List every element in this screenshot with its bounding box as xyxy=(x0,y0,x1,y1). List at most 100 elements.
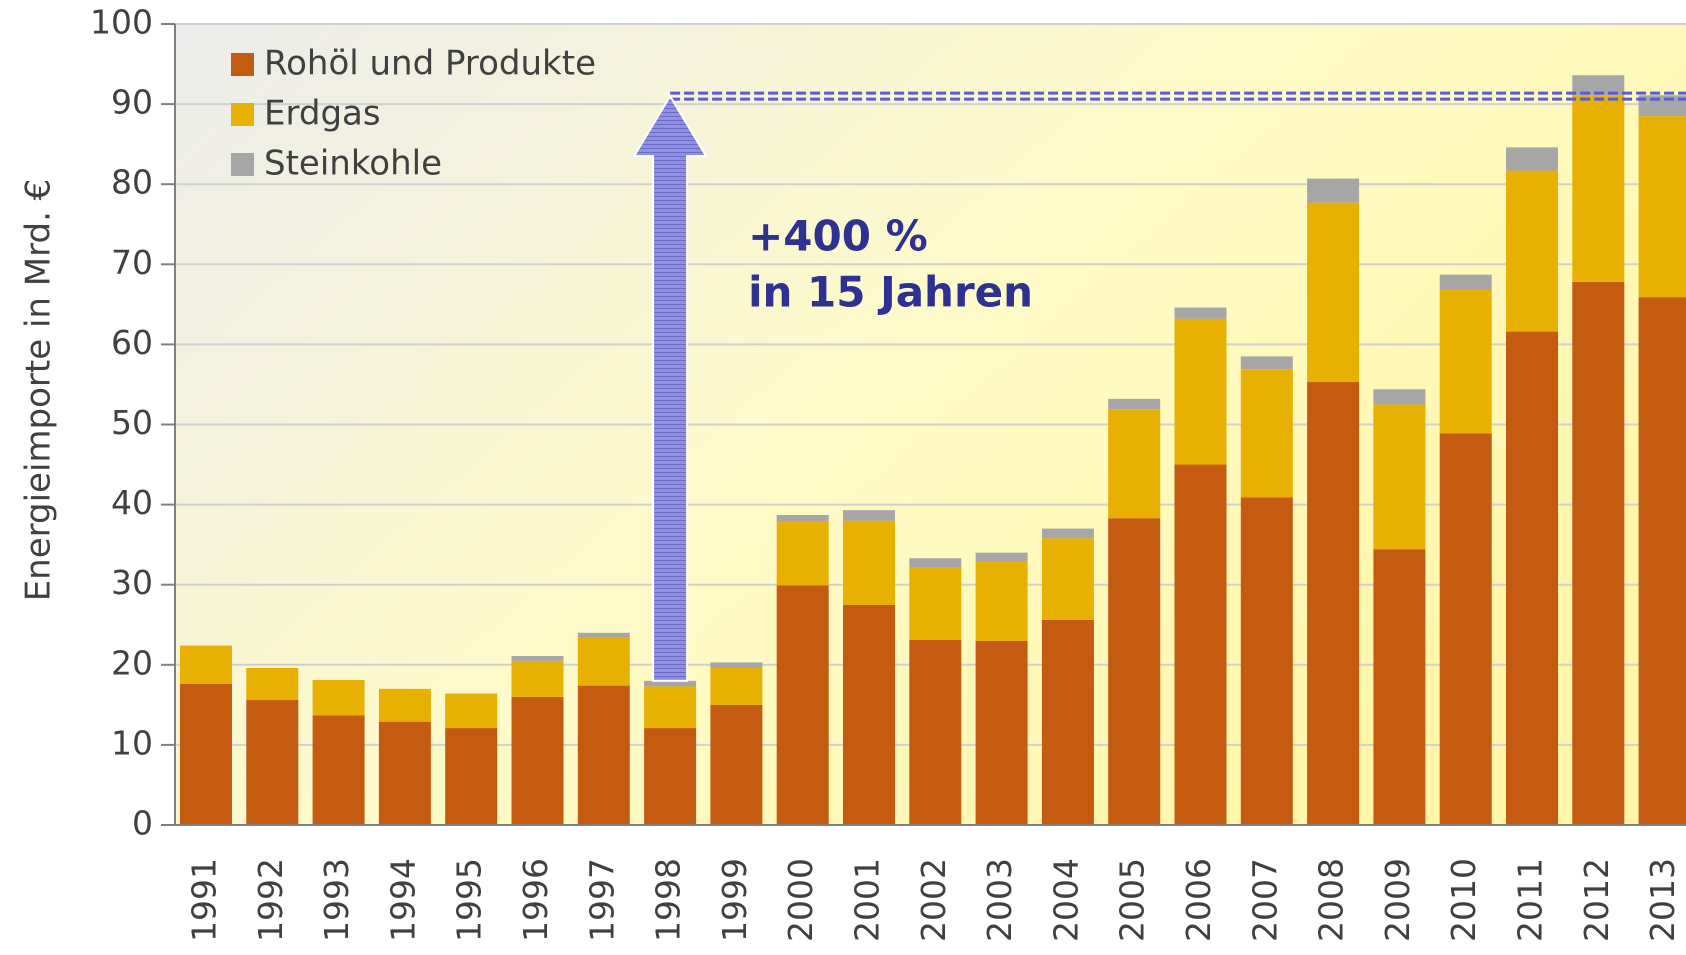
bar-segment xyxy=(1174,464,1227,825)
y-tick-label: 70 xyxy=(111,243,153,282)
bar-segment xyxy=(1108,398,1161,410)
bar-segment xyxy=(1572,281,1625,825)
bar-segment xyxy=(577,685,630,825)
bar-segment xyxy=(909,567,962,640)
bar-segment xyxy=(909,639,962,825)
bar-segment xyxy=(1174,318,1227,465)
bar-segment xyxy=(710,704,763,825)
bar-segment xyxy=(710,662,763,669)
bar-segment xyxy=(1439,433,1492,825)
bar-segment xyxy=(1572,75,1625,96)
y-tick-label: 90 xyxy=(111,83,153,122)
y-axis-title: Energieimporte in Mrd. € xyxy=(19,179,59,602)
bar-segment xyxy=(1506,147,1558,171)
bar-segment xyxy=(1638,297,1686,825)
y-tick-label: 100 xyxy=(90,3,153,42)
y-tick-label: 20 xyxy=(111,643,153,682)
bar-segment xyxy=(577,632,630,638)
x-tick-label: 1994 xyxy=(383,858,422,942)
x-tick-label: 2000 xyxy=(781,858,820,942)
y-tick-label: 30 xyxy=(111,563,153,602)
bar-segment xyxy=(776,585,829,825)
y-tick-label: 50 xyxy=(111,403,153,442)
bar-segment xyxy=(909,558,962,568)
bar-segment xyxy=(378,721,431,825)
bar-segment xyxy=(1506,170,1558,332)
y-tick-label: 80 xyxy=(111,163,153,202)
legend-label: Erdgas xyxy=(264,94,381,134)
x-tick-label: 1998 xyxy=(649,858,688,942)
x-tick-label: 2005 xyxy=(1113,858,1152,942)
bar-segment xyxy=(843,510,895,521)
x-tick-label: 1997 xyxy=(582,858,621,942)
bar-segment xyxy=(312,715,365,825)
bar-segment xyxy=(1638,116,1686,298)
bar-segment xyxy=(511,696,564,825)
bar-segment xyxy=(710,668,763,705)
bar-segment xyxy=(975,552,1028,562)
x-tick-label: 2003 xyxy=(980,858,1019,942)
x-tick-label: 2006 xyxy=(1179,858,1218,942)
x-tick-label: 1992 xyxy=(251,858,290,942)
bar-segment xyxy=(445,728,498,825)
x-tick-label: 2004 xyxy=(1046,858,1085,942)
bar-segment xyxy=(975,640,1028,825)
bar-segment xyxy=(1240,497,1293,825)
x-tick-label: 1991 xyxy=(185,858,224,942)
bar-segment xyxy=(843,604,895,825)
bar-segment xyxy=(180,645,232,685)
bar-segment xyxy=(1439,274,1492,290)
y-tick-label: 40 xyxy=(111,483,153,522)
bar-segment xyxy=(644,680,697,687)
x-tick-label: 2011 xyxy=(1511,858,1550,942)
bar-segment xyxy=(975,561,1028,641)
bar-segment xyxy=(776,515,829,522)
y-tick-label: 60 xyxy=(111,323,153,362)
bar-segment xyxy=(1572,95,1625,282)
bar-segment xyxy=(1240,369,1293,498)
bar-segment xyxy=(776,521,829,586)
bar-segment xyxy=(1373,404,1426,550)
legend-swatch xyxy=(231,153,254,176)
bar-segment xyxy=(1041,538,1094,620)
x-tick-label: 2012 xyxy=(1577,858,1616,942)
x-tick-label: 2010 xyxy=(1444,858,1483,942)
bar-segment xyxy=(1307,382,1360,825)
annotation-text: +400 % xyxy=(748,212,928,261)
x-tick-label: 1996 xyxy=(516,858,555,942)
bar-segment xyxy=(1108,518,1161,825)
legend-swatch xyxy=(231,103,254,126)
x-tick-label: 2007 xyxy=(1245,858,1284,942)
x-tick-label: 2013 xyxy=(1643,858,1682,942)
x-tick-label: 2002 xyxy=(914,858,953,942)
bar-segment xyxy=(180,684,232,825)
bar-segment xyxy=(1041,528,1094,539)
annotation-text: in 15 Jahren xyxy=(748,268,1033,317)
legend-label: Rohöl und Produkte xyxy=(264,44,596,84)
bar-segment xyxy=(445,693,498,729)
bar-segment xyxy=(644,686,697,729)
legend-swatch xyxy=(231,53,254,76)
bar-segment xyxy=(312,680,365,716)
bar-segment xyxy=(1307,202,1360,383)
bar-segment xyxy=(1506,331,1558,825)
x-tick-label: 1995 xyxy=(450,858,489,942)
bar-segment xyxy=(1240,356,1293,370)
bar-segment xyxy=(1307,178,1360,203)
bar-segment xyxy=(577,637,630,686)
bar-segment xyxy=(843,520,895,605)
x-tick-label: 1993 xyxy=(317,858,356,942)
bar-segment xyxy=(1439,289,1492,434)
y-tick-label: 10 xyxy=(111,723,153,762)
bar-segment xyxy=(644,728,697,825)
bar-segment xyxy=(246,700,299,825)
bar-segment xyxy=(378,688,431,722)
y-tick-label: 0 xyxy=(132,804,153,843)
bar-segment xyxy=(1108,409,1161,519)
x-tick-label: 1999 xyxy=(715,858,754,942)
legend-label: Steinkohle xyxy=(264,144,442,184)
bar-segment xyxy=(511,660,564,697)
bar-segment xyxy=(511,655,564,661)
